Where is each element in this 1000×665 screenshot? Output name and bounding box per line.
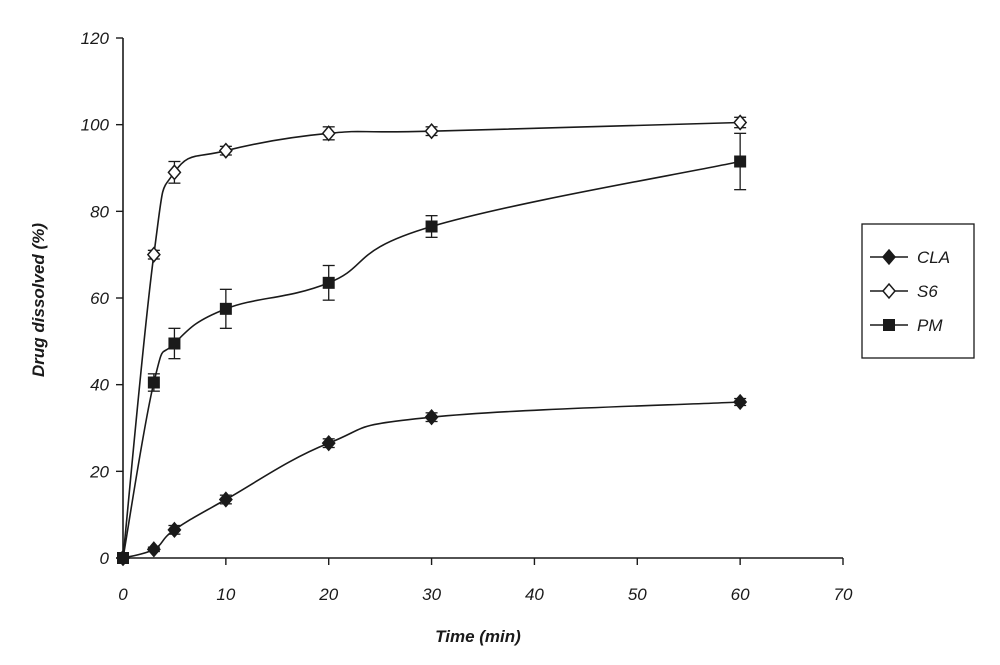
y-tick-label-60: 60 [90,289,109,308]
point-pm-10 [219,302,232,315]
y-tick-label-120: 120 [81,29,110,48]
x-axis-title: Time (min) [435,627,521,646]
point-s6-3 [146,246,161,263]
point-pm-20 [322,276,335,289]
series-line-s6 [122,121,741,559]
legend-label-s6: S6 [917,282,938,301]
legend-label-cla: CLA [917,248,950,267]
series-pm [117,132,747,564]
point-s6-20 [321,125,336,142]
series-cla [116,393,748,567]
x-tick-label-20: 20 [318,585,338,604]
y-tick-label-0: 0 [100,549,110,568]
point-cla-10 [218,491,233,508]
point-cla-60 [733,393,748,411]
legend: CLA S6 PM [861,223,975,359]
y-tick-label-20: 20 [89,462,109,481]
point-s6-5 [167,164,182,181]
legend-item-s6: S6 [870,282,938,301]
x-tick-label-70: 70 [834,585,853,604]
point-cla-30 [424,409,439,426]
point-cla-20 [321,435,336,452]
ticks: 0 20 40 60 80 100 120 0 10 20 30 40 50 60 70 [81,29,853,604]
point-cla-3 [146,541,161,558]
x-tick-label-30: 30 [422,585,441,604]
series-area [116,114,748,567]
point-cla-5 [167,521,182,538]
x-tick-label-0: 0 [118,585,128,604]
x-tick-label-10: 10 [216,585,235,604]
series-line-cla [122,401,741,559]
axes [122,38,843,559]
point-pm-30 [425,220,438,233]
y-tick-label-40: 40 [90,376,109,395]
point-pm-0 [117,552,129,564]
legend-item-cla: CLA [870,248,950,267]
point-s6-10 [218,142,233,159]
point-pm-60 [734,155,747,168]
series-line-pm [122,160,741,559]
y-tick-label-80: 80 [90,202,109,221]
legend-label-pm: PM [917,316,943,335]
x-tick-label-50: 50 [628,585,647,604]
legend-marker-s6 [882,282,896,300]
point-pm-3 [147,376,160,389]
legend-marker-cla [882,248,896,266]
point-pm-5 [168,337,181,350]
legend-item-pm: PM [870,316,943,335]
point-s6-30 [424,123,439,140]
x-tick-label-60: 60 [731,585,750,604]
x-tick-label-40: 40 [525,585,544,604]
y-tick-label-100: 100 [81,116,110,135]
legend-marker-pm [883,319,895,331]
series-s6 [116,114,748,567]
y-axis-title: Drug dissolved (%) [29,223,48,377]
point-s6-60 [733,114,748,131]
